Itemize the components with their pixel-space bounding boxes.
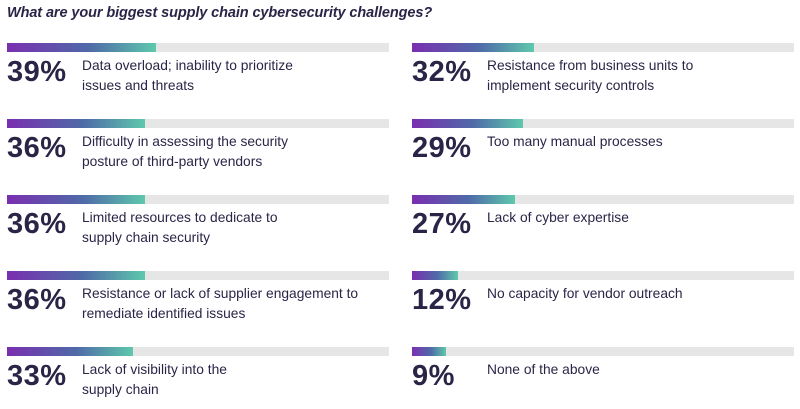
bar-fill	[7, 195, 145, 204]
bar-value-label: 32%	[412, 56, 472, 88]
bar-category-label: Resistance from business units to impleme…	[487, 56, 787, 95]
bar-track	[412, 119, 794, 128]
bar-item: 32% Resistance from business units to impl…	[412, 43, 794, 105]
category-label-line: Resistance or lack of supplier engagemen…	[82, 286, 359, 301]
bar-category-label: Too many manual processes	[487, 132, 787, 152]
bar-item: 12% No capacity for vendor outreach	[412, 271, 794, 333]
bar-category-label: None of the above	[487, 360, 787, 380]
bar-value-label: 29%	[412, 132, 472, 164]
bar-item: 29% Too many manual processes	[412, 119, 794, 181]
bar-value-label: 27%	[412, 208, 472, 240]
bar-fill	[7, 347, 134, 356]
category-label-line: issues and threats	[82, 77, 194, 93]
bar-track	[412, 347, 794, 356]
bar-fill	[7, 271, 145, 280]
bar-category-label: No capacity for vendor outreach	[487, 284, 787, 304]
category-label-line: supply chain security	[82, 229, 211, 245]
bar-item: 36% Difficulty in assessing the security p…	[7, 119, 389, 181]
bar-category-label: Resistance or lack of supplier engagemen…	[82, 284, 382, 323]
bar-track	[412, 43, 794, 52]
bar-item: 36% Limited resources to dedicate to suppl…	[7, 195, 389, 257]
bar-category-label: Lack of cyber expertise	[487, 208, 787, 228]
category-label-line: No capacity for vendor outreach	[487, 286, 683, 301]
category-label-line: Lack of visibility into the	[82, 362, 227, 377]
bar-track	[7, 271, 389, 280]
category-label-line: posture of third-party vendors	[82, 153, 263, 169]
bar-category-label: Limited resources to dedicate to supply c…	[82, 208, 382, 247]
bar-fill	[412, 347, 447, 356]
bar-item: 9% None of the above	[412, 347, 794, 409]
category-label-line: Resistance from business units to	[487, 58, 694, 73]
category-label-line: Lack of cyber expertise	[487, 210, 629, 225]
category-label-line: remediate identified issues	[82, 305, 246, 321]
bar-fill	[412, 195, 516, 204]
bar-track	[412, 271, 794, 280]
bar-category-label: Lack of visibility into the supply chain	[82, 360, 382, 399]
bar-category-label: Data overload; inability to prioritize is…	[82, 56, 382, 95]
bar-track	[7, 43, 389, 52]
bar-item: 27% Lack of cyber expertise	[412, 195, 794, 257]
bar-item: 36% Resistance or lack of supplier engage…	[7, 271, 389, 333]
bar-fill	[412, 271, 458, 280]
category-label-line: implement security controls	[487, 77, 655, 93]
bar-value-label: 39%	[7, 56, 67, 88]
bar-category-label: Difficulty in assessing the security post…	[82, 132, 382, 171]
bar-value-label: 33%	[7, 360, 67, 392]
bar-track	[7, 195, 389, 204]
category-label-line: Too many manual processes	[487, 134, 663, 149]
category-label-line: Difficulty in assessing the security	[82, 134, 289, 149]
bar-fill	[412, 119, 523, 128]
bar-fill	[7, 119, 145, 128]
category-label-line: Limited resources to dedicate to	[82, 210, 278, 225]
category-label-line: Data overload; inability to prioritize	[82, 58, 293, 73]
category-label-line: supply chain	[82, 381, 159, 397]
bar-item: 33% Lack of visibility into the supply cha…	[7, 347, 389, 409]
bar-value-label: 12%	[412, 284, 472, 316]
bar-track	[412, 195, 794, 204]
bar-value-label: 9%	[412, 360, 455, 392]
bar-value-label: 36%	[7, 208, 67, 240]
bar-item: 39% Data overload; inability to prioritiz…	[7, 43, 389, 105]
bar-value-label: 36%	[7, 284, 67, 316]
bar-track	[7, 119, 389, 128]
bar-fill	[7, 43, 156, 52]
chart-title: What are your biggest supply chain cyber…	[7, 5, 433, 21]
bar-track	[7, 347, 389, 356]
category-label-line: None of the above	[487, 362, 600, 377]
bar-value-label: 36%	[7, 132, 67, 164]
bar-fill	[412, 43, 535, 52]
